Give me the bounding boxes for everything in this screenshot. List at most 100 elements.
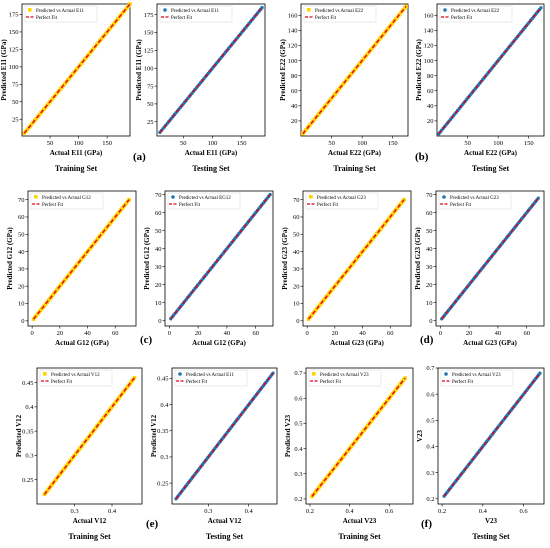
y-tick-label: 50: [147, 101, 154, 108]
plot-frame: [305, 367, 414, 505]
y-tick-label: 40: [427, 103, 434, 110]
x-tick-label: 150: [102, 140, 112, 147]
y-tick-label: 60: [155, 210, 162, 217]
data-point: [66, 77, 70, 82]
legend-label: Perfect Fit: [315, 16, 337, 21]
legend: Predicted vs Actual V23 Perfect Fit: [308, 369, 382, 387]
data-point: [87, 52, 92, 56]
data-point: [539, 6, 543, 10]
x-tick-label: 0: [306, 330, 309, 337]
x-tick-label: 40: [359, 330, 366, 337]
set-label: Testing Set: [472, 164, 510, 173]
x-tick-label: 50: [464, 140, 471, 147]
y-tick-label: 0.6: [426, 391, 435, 398]
data-point: [82, 57, 87, 62]
legend-label: Predicted vs Actual V23: [320, 373, 369, 378]
data-point: [382, 31, 386, 36]
y-tick-label: 150: [144, 30, 154, 37]
legend-marker: [43, 372, 47, 376]
y-tick-label: 175: [9, 12, 19, 19]
x-tick-label: 50: [328, 140, 335, 147]
y-tick-label: 0.4: [294, 446, 303, 453]
x-tick-label: 100: [208, 140, 218, 147]
legend-label: Predicted vs Actual G23: [450, 196, 499, 201]
x-axis-title: Actual V12: [208, 517, 242, 525]
legend-marker: [309, 195, 313, 199]
y-tick-label: 0.25: [22, 477, 33, 484]
legend-marker: [34, 195, 38, 199]
data-point: [345, 77, 349, 81]
y-tick-label: 0.3: [294, 471, 302, 478]
y-tick-label: 0.25: [157, 480, 168, 487]
set-label: Training Set: [333, 164, 376, 173]
data-point: [361, 57, 366, 61]
legend-label: Predicted vs Actual V23: [452, 373, 501, 378]
y-tick-label: 80: [291, 73, 298, 80]
y-tick-label: 100: [144, 65, 154, 72]
data-point: [333, 91, 338, 96]
y-tick-label: 40: [293, 249, 300, 256]
y-tick-label: 0.35: [22, 428, 33, 435]
data-point: [34, 116, 39, 121]
data-point: [349, 71, 354, 76]
y-tick-label: 10: [18, 301, 25, 308]
y-tick-label: 0.3: [426, 470, 434, 477]
perfect-fit-line: [307, 199, 405, 320]
x-axis-title: Actual E22 (GPa): [464, 149, 518, 157]
y-tick-label: 140: [424, 28, 434, 35]
data-point: [99, 37, 104, 41]
perfect-fit-line: [311, 377, 406, 497]
x-tick-label: 60: [112, 330, 119, 337]
data-point: [340, 82, 345, 87]
data-point: [303, 128, 308, 132]
legend-box: [159, 5, 233, 23]
y-tick-label: 10: [293, 301, 300, 308]
data-point: [63, 81, 67, 86]
legend-label: Predicted vs Actual E11: [186, 373, 234, 378]
legend-box: [308, 369, 382, 387]
x-tick-label: 150: [237, 140, 247, 147]
y-tick-label: 30: [426, 264, 433, 271]
legend: Predicted vs Actual E11 Perfect Fit: [24, 5, 98, 23]
x-axis-title: Actual G23 (GPa): [330, 339, 384, 347]
y-axis-title: Predicted E22 (GPa): [415, 38, 423, 100]
y-tick-label: 150: [9, 29, 19, 36]
x-tick-label: 0: [168, 330, 171, 337]
legend-label: Perfect Fit: [179, 203, 201, 208]
panel-label: (d): [420, 334, 434, 346]
plot-frame: [171, 367, 278, 505]
x-tick-label: 20: [466, 330, 473, 337]
data-point: [75, 66, 79, 71]
y-tick-label: 60: [427, 88, 434, 95]
x-tick-label: 0.4: [479, 508, 488, 515]
set-label: Testing Set: [206, 532, 244, 541]
legend-label: Predicted vs Actual E22: [315, 9, 364, 14]
x-tick-label: 0.2: [306, 508, 314, 515]
x-tick-label: 0.4: [108, 508, 117, 515]
y-tick-label: 0: [21, 318, 24, 325]
plot-frame: [300, 3, 409, 137]
legend-box: [30, 192, 104, 210]
x-tick-label: 60: [387, 330, 394, 337]
chart-panel-10: 0.3 0.4 0.25 0.3 0.35 0.4 0.45 Predicted vs Act…: [146, 367, 278, 541]
panel-label: (c): [140, 334, 153, 346]
x-tick-label: 0.6: [520, 508, 529, 515]
y-tick-label: 60: [291, 88, 298, 95]
y-tick-label: 20: [293, 283, 300, 290]
y-tick-label: 20: [291, 118, 298, 125]
y-tick-label: 0.5: [426, 418, 434, 425]
x-tick-label: 50: [47, 140, 54, 147]
perfect-fit-line: [159, 7, 263, 133]
x-tick-label: 40: [495, 330, 502, 337]
data-point: [46, 101, 51, 106]
data-point: [91, 46, 96, 51]
legend-label: Predicted vs Actual G12: [42, 196, 91, 201]
perfect-fit-line: [43, 377, 136, 495]
y-tick-label: 70: [426, 192, 433, 199]
plot-frame: [27, 190, 137, 327]
chart-panel-12: 0.2 0.4 0.6 0.2 0.3 0.4 0.5 0.6 0.7 Predicted vs …: [416, 365, 545, 541]
data-point: [394, 17, 398, 21]
y-tick-label: 20: [18, 283, 25, 290]
x-axis-title: V23: [485, 517, 498, 525]
